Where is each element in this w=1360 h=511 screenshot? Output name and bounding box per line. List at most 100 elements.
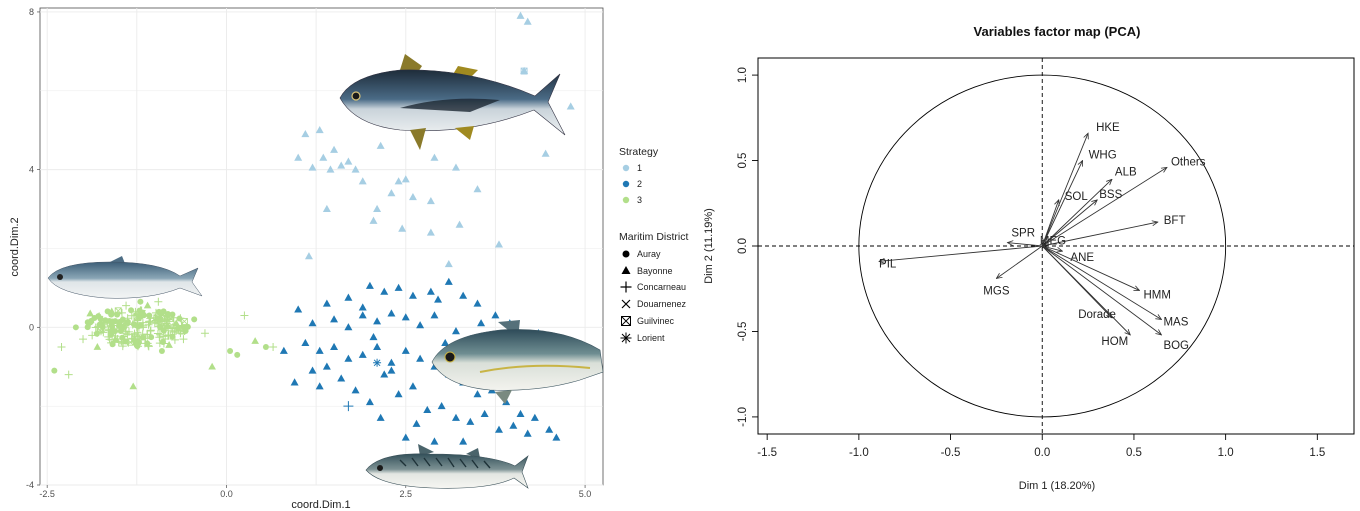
point-strategy-3 xyxy=(164,331,173,340)
point-strategy-2 xyxy=(330,315,339,323)
legend-district: Maritim District Auray Bayonne Concarnea… xyxy=(619,231,688,344)
point-strategy-3 xyxy=(179,335,188,344)
pca-label-hke: HKE xyxy=(1096,122,1120,134)
point-strategy-3 xyxy=(138,330,147,339)
point-strategy-3 xyxy=(107,328,114,335)
point-strategy-3 xyxy=(184,323,191,330)
point-strategy-3 xyxy=(134,343,141,350)
point-strategy-3 xyxy=(145,318,154,327)
point-strategy-2 xyxy=(401,313,410,321)
point-strategy-1 xyxy=(430,153,439,161)
point-strategy-3 xyxy=(117,308,126,317)
pca-x-tick-label: -1.0 xyxy=(849,447,869,459)
point-strategy-2 xyxy=(401,346,410,354)
point-strategy-3 xyxy=(118,342,127,351)
point-strategy-3 xyxy=(119,324,126,331)
point-strategy-2 xyxy=(394,390,403,398)
point-strategy-2 xyxy=(430,311,439,319)
point-strategy-3 xyxy=(112,318,119,325)
point-strategy-2 xyxy=(294,305,303,313)
point-strategy-2 xyxy=(365,398,374,406)
point-strategy-2 xyxy=(509,421,518,429)
pca-label-mas: MAS xyxy=(1163,316,1188,328)
point-strategy-3 xyxy=(96,327,105,336)
point-strategy-3 xyxy=(160,308,167,315)
sardine-illustration xyxy=(47,256,203,299)
point-strategy-3 xyxy=(148,334,155,341)
point-strategy-3 xyxy=(119,322,128,331)
point-strategy-3 xyxy=(134,323,143,332)
point-strategy-2 xyxy=(444,277,453,285)
point-strategy-3 xyxy=(146,312,153,319)
point-strategy-3 xyxy=(105,335,114,344)
point-strategy-2 xyxy=(337,374,346,382)
point-strategy-2 xyxy=(315,346,324,354)
point-strategy-2 xyxy=(423,405,432,414)
x-tick-label: 5.0 xyxy=(579,489,592,499)
point-strategy-2 xyxy=(380,370,389,378)
point-strategy-1 xyxy=(308,163,317,171)
point-strategy-1 xyxy=(376,141,385,149)
point-strategy-2 xyxy=(451,327,460,335)
point-strategy-3 xyxy=(79,335,88,344)
legend-douarnenez-swatch xyxy=(621,299,631,309)
point-strategy-3 xyxy=(124,318,131,325)
point-strategy-2 xyxy=(373,358,382,367)
point-strategy-3 xyxy=(172,319,181,327)
legend-guilvinec-swatch xyxy=(621,316,631,326)
point-strategy-2 xyxy=(290,378,299,386)
legend-strategy-title: Strategy xyxy=(619,146,659,158)
legend-lorient-label: Lorient xyxy=(637,333,665,343)
pca-arrow-ane xyxy=(1042,245,1062,251)
point-strategy-2 xyxy=(426,287,435,295)
point-strategy-3 xyxy=(93,330,100,337)
pca-label-bss: BSS xyxy=(1099,189,1122,201)
pca-arrow-whg xyxy=(1041,161,1082,247)
pca-label-sol: SOL xyxy=(1065,191,1089,203)
pca-y-tick-label: -1.0 xyxy=(737,407,749,427)
point-strategy-2 xyxy=(430,437,439,445)
point-strategy-2 xyxy=(401,433,410,441)
legend-strategy-2-label: 2 xyxy=(637,179,642,189)
point-strategy-3 xyxy=(96,321,103,328)
legend-strategy-1-swatch xyxy=(622,164,630,172)
point-strategy-3 xyxy=(251,337,259,344)
legend-guilvinec-label: Guilvinec xyxy=(637,316,675,326)
point-strategy-1 xyxy=(326,165,335,173)
point-strategy-2 xyxy=(301,338,310,347)
point-strategy-2 xyxy=(473,299,482,307)
point-strategy-2 xyxy=(330,342,339,350)
point-strategy-3 xyxy=(262,344,269,351)
point-strategy-1 xyxy=(387,189,396,197)
point-strategy-2 xyxy=(373,317,382,325)
pca-arrow-mas xyxy=(1042,245,1161,319)
point-strategy-2 xyxy=(373,342,382,350)
point-strategy-1 xyxy=(516,11,525,19)
point-strategy-2 xyxy=(416,354,425,362)
pca-label-hom: HOM xyxy=(1101,336,1128,348)
pca-arrow-hmm xyxy=(1042,245,1139,290)
y-tick-label: 0 xyxy=(29,322,34,332)
point-strategy-3 xyxy=(151,308,160,317)
pca-plot: HKE WHG Others ALB BSS SOL BFT SPR MEG ANE PIL MGS H… xyxy=(758,58,1354,434)
point-strategy-2 xyxy=(369,332,378,341)
point-strategy-3 xyxy=(84,324,91,331)
point-strategy-2 xyxy=(380,287,389,295)
pca-arrow-hke xyxy=(1041,133,1088,247)
legend-lorient-swatch xyxy=(620,332,632,344)
pca-arrow-bft xyxy=(1042,222,1158,247)
y-tick-label: -4 xyxy=(26,480,34,490)
legend-concarneau-swatch xyxy=(620,281,632,293)
legend-bayonne-swatch xyxy=(621,266,631,274)
point-strategy-1 xyxy=(330,145,339,153)
point-strategy-3 xyxy=(269,343,278,352)
point-strategy-2 xyxy=(322,299,331,307)
point-strategy-3 xyxy=(153,329,162,338)
pca-x-tick-label: 1.0 xyxy=(1218,447,1234,459)
point-strategy-2 xyxy=(387,366,396,374)
point-strategy-1 xyxy=(337,161,346,169)
mackerel-illustration xyxy=(365,444,529,489)
point-strategy-3 xyxy=(133,328,142,337)
point-strategy-3 xyxy=(234,351,241,358)
pca-label-mgs: MGS xyxy=(983,285,1010,297)
